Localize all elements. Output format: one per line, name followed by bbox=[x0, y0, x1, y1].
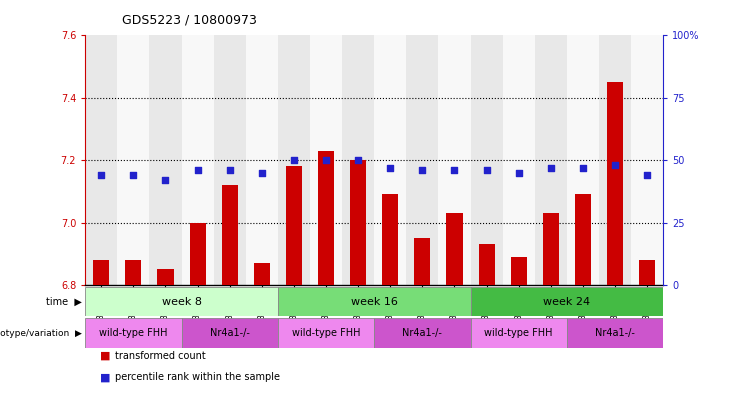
Bar bbox=[150, 35, 182, 285]
Bar bbox=[374, 35, 406, 285]
Bar bbox=[639, 260, 655, 285]
Bar bbox=[374, 318, 471, 348]
Bar bbox=[125, 260, 142, 285]
Bar bbox=[278, 318, 374, 348]
Bar bbox=[382, 195, 399, 285]
Bar bbox=[342, 35, 374, 285]
Text: GDS5223 / 10800973: GDS5223 / 10800973 bbox=[122, 14, 257, 27]
Text: week 24: week 24 bbox=[543, 297, 591, 307]
Bar bbox=[278, 35, 310, 285]
Bar bbox=[85, 287, 278, 316]
Bar bbox=[575, 195, 591, 285]
Bar bbox=[406, 35, 439, 285]
Bar bbox=[350, 160, 366, 285]
Text: Nr4a1-/-: Nr4a1-/- bbox=[595, 328, 635, 338]
Bar bbox=[117, 35, 150, 285]
Bar bbox=[542, 213, 559, 285]
Bar bbox=[318, 151, 334, 285]
Point bbox=[224, 167, 236, 173]
Point bbox=[320, 157, 332, 163]
Text: percentile rank within the sample: percentile rank within the sample bbox=[115, 372, 280, 382]
Bar bbox=[511, 257, 527, 285]
Point bbox=[577, 165, 589, 171]
Bar bbox=[286, 166, 302, 285]
Bar bbox=[479, 244, 495, 285]
Point bbox=[192, 167, 204, 173]
Bar bbox=[471, 35, 502, 285]
Point bbox=[159, 177, 171, 183]
Point bbox=[641, 172, 653, 178]
Bar bbox=[222, 185, 238, 285]
Bar bbox=[567, 318, 663, 348]
Text: week 8: week 8 bbox=[162, 297, 202, 307]
Bar bbox=[446, 213, 462, 285]
Bar bbox=[599, 35, 631, 285]
Bar bbox=[213, 35, 246, 285]
Text: Nr4a1-/-: Nr4a1-/- bbox=[210, 328, 250, 338]
Point bbox=[609, 162, 621, 168]
Text: time  ▶: time ▶ bbox=[46, 297, 82, 307]
Bar bbox=[246, 35, 278, 285]
Text: wild-type FHH: wild-type FHH bbox=[99, 328, 167, 338]
Text: ■: ■ bbox=[100, 351, 110, 361]
Text: genotype/variation  ▶: genotype/variation ▶ bbox=[0, 329, 82, 338]
Text: transformed count: transformed count bbox=[115, 351, 205, 361]
Point bbox=[288, 157, 300, 163]
Bar bbox=[414, 238, 431, 285]
Bar bbox=[182, 35, 213, 285]
Bar bbox=[471, 318, 567, 348]
Bar bbox=[253, 263, 270, 285]
Bar bbox=[182, 318, 278, 348]
Bar bbox=[310, 35, 342, 285]
Bar bbox=[471, 287, 663, 316]
Bar bbox=[607, 82, 623, 285]
Bar bbox=[157, 269, 173, 285]
Text: ■: ■ bbox=[100, 372, 110, 382]
Bar bbox=[190, 222, 205, 285]
Point bbox=[416, 167, 428, 173]
Point bbox=[127, 172, 139, 178]
Bar bbox=[85, 35, 117, 285]
Point bbox=[256, 169, 268, 176]
Text: week 16: week 16 bbox=[350, 297, 398, 307]
Point bbox=[545, 165, 556, 171]
Point bbox=[513, 169, 525, 176]
Text: wild-type FHH: wild-type FHH bbox=[485, 328, 553, 338]
Bar bbox=[439, 35, 471, 285]
Bar bbox=[93, 260, 110, 285]
Text: wild-type FHH: wild-type FHH bbox=[292, 328, 360, 338]
Bar bbox=[567, 35, 599, 285]
Point bbox=[481, 167, 493, 173]
Bar bbox=[502, 35, 535, 285]
Point bbox=[352, 157, 364, 163]
Bar bbox=[631, 35, 663, 285]
Bar bbox=[85, 318, 182, 348]
Point bbox=[96, 172, 107, 178]
Bar bbox=[278, 287, 471, 316]
Point bbox=[448, 167, 460, 173]
Bar bbox=[535, 35, 567, 285]
Point bbox=[385, 165, 396, 171]
Text: Nr4a1-/-: Nr4a1-/- bbox=[402, 328, 442, 338]
